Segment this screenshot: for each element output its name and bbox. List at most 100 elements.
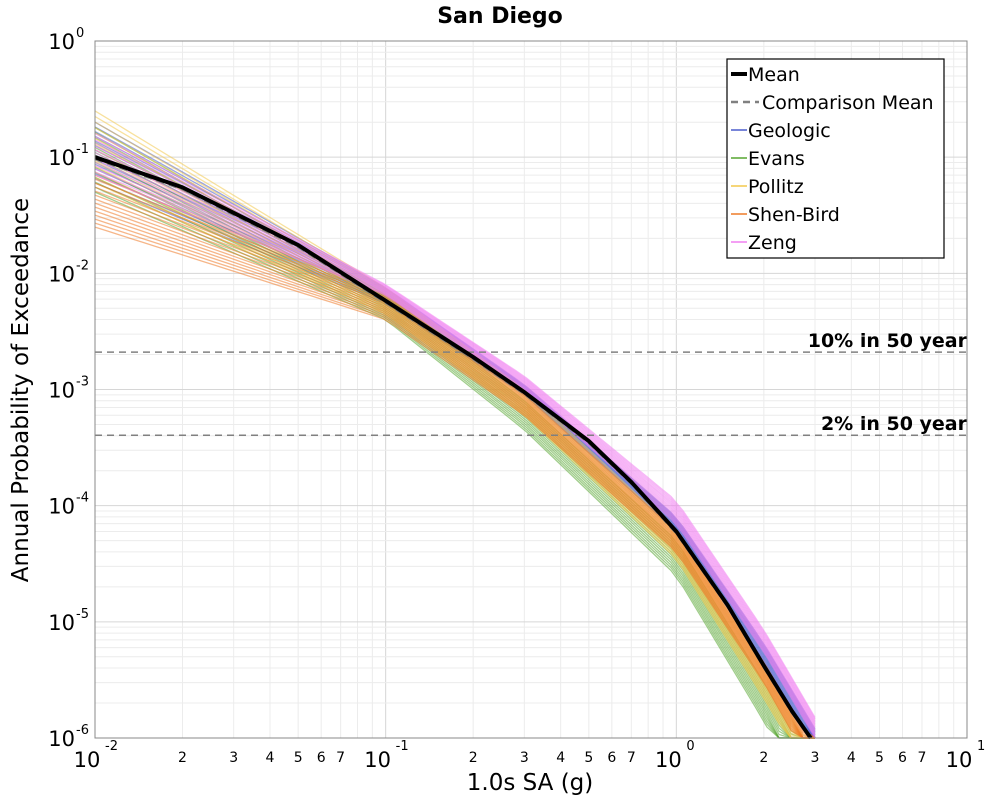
reference-lines: 10% in 50 year 2% in 50 year: [95, 330, 968, 436]
series-zeng-line: [94, 148, 816, 726]
series-shen-bird-line: [94, 218, 815, 739]
x-tick-label: 10: [364, 748, 391, 772]
y-tick-exponent: -4: [76, 491, 89, 506]
x-tick-exponent: -1: [396, 739, 409, 754]
legend-label: Shen-Bird: [748, 204, 840, 226]
x-minor-tick-label: 5: [875, 750, 884, 766]
series-shen-bird-line: [94, 198, 815, 739]
series-geologic-line: [94, 159, 816, 739]
x-minor-tick-label: 5: [584, 750, 593, 766]
x-minor-tick-label: 2: [759, 750, 768, 766]
series-shen-bird-line: [94, 206, 815, 739]
x-tick-exponent: 1: [977, 739, 985, 754]
x-minor-tick-label: 7: [918, 750, 927, 766]
series-pollitz-line: [94, 171, 815, 739]
series-shen-bird-line: [94, 222, 815, 739]
series-zeng-line: [94, 161, 816, 733]
series-zeng-line: [94, 136, 816, 720]
x-axis-label: 1.0s SA (g): [467, 770, 594, 796]
chart-title: San Diego: [437, 4, 563, 29]
y-tick-label: 10: [48, 379, 75, 403]
series-shen-bird-line: [94, 186, 816, 739]
x-minor-tick-label: 7: [627, 750, 636, 766]
series-shen-bird-line: [94, 174, 816, 739]
series-zeng-line: [94, 132, 816, 718]
y-tick-label: 10: [48, 611, 75, 635]
comparison-mean-line: [94, 158, 812, 739]
mean-line: [94, 155, 813, 740]
legend-box: [726, 58, 945, 259]
series-evans-line: [94, 166, 815, 739]
series-geologic-line: [94, 182, 816, 739]
x-minor-tick-label: 4: [556, 750, 565, 766]
series-zeng-line: [94, 155, 816, 729]
series-evans-line: [94, 156, 815, 739]
series-evans-line: [94, 191, 815, 739]
series-shen-bird-line: [94, 214, 815, 739]
plot-frame: [94, 40, 968, 739]
y-tick-label: 10: [48, 495, 75, 519]
y-tick-label: 10: [48, 727, 75, 751]
legend-label: Comparison Mean: [762, 92, 934, 114]
series-shen-bird-line: [94, 182, 816, 739]
legend-label: Geologic: [748, 120, 831, 142]
series-geologic-line: [94, 163, 816, 739]
x-minor-tick-label: 5: [294, 750, 303, 766]
series-shen-bird-line: [94, 202, 815, 739]
y-tick-exponent: -6: [76, 723, 89, 738]
series-zeng-line: [94, 158, 816, 731]
grid: [94, 41, 967, 739]
series-geologic-line: [94, 177, 816, 739]
x-minor-tick-label: 3: [811, 750, 820, 766]
x-tick-label: 10: [946, 748, 973, 772]
series-shen-bird-line: [94, 178, 816, 739]
y-tick-exponent: -5: [76, 607, 89, 622]
series-zeng-line: [94, 171, 816, 737]
series-geologic-line: [94, 168, 816, 739]
series-evans-line: [94, 171, 815, 739]
y-tick-label: 10: [48, 262, 75, 286]
mean-curves: [94, 155, 813, 740]
series-shen-bird-curves: [94, 174, 816, 739]
legend-label: Zeng: [748, 232, 797, 254]
y-tick-label: 10: [48, 30, 75, 54]
y-tick-exponent: -2: [76, 258, 89, 273]
series-shen-bird-line: [94, 210, 815, 739]
x-tick-label: 10: [655, 748, 682, 772]
series-evans-line: [94, 181, 815, 739]
series-shen-bird-line: [94, 194, 816, 739]
x-minor-tick-label: 6: [607, 750, 616, 766]
series-zeng-line: [94, 139, 816, 722]
series-pollitz-line: [94, 160, 815, 739]
series-geologic-line: [94, 140, 816, 736]
x-minor-tick-label: 2: [469, 750, 478, 766]
series-shen-bird-line: [94, 226, 815, 739]
legend-label: Evans: [748, 148, 805, 170]
legend-label: Mean: [748, 64, 800, 86]
x-tick-exponent: 0: [686, 739, 694, 754]
y-axis-label: Annual Probability of Exceedance: [8, 198, 34, 582]
x-minor-tick-label: 6: [898, 750, 907, 766]
reference-line-label: 2% in 50 year: [821, 413, 968, 435]
series-evans-line: [94, 151, 815, 739]
y-tick-label: 10: [48, 146, 75, 170]
series-zeng-line: [94, 164, 816, 734]
x-minor-tick-label: 3: [229, 750, 238, 766]
x-minor-tick-label: 4: [847, 750, 856, 766]
y-tick-exponent: -1: [76, 142, 89, 157]
legend: Mean Comparison Mean Geologic Evans Pollitz S…: [726, 58, 945, 259]
x-minor-tick-label: 3: [520, 750, 529, 766]
series-zeng-line: [94, 174, 816, 739]
series-pollitz-line: [94, 182, 815, 739]
x-tick-label: 10: [74, 748, 101, 772]
x-minor-tick-label: 6: [317, 750, 326, 766]
y-tick-exponent: -3: [76, 375, 89, 390]
x-minor-tick-label: 2: [178, 750, 187, 766]
x-minor-tick-label: 7: [336, 750, 345, 766]
legend-label: Pollitz: [748, 176, 804, 198]
x-minor-tick-label: 4: [266, 750, 275, 766]
series-zeng-line: [94, 152, 816, 728]
